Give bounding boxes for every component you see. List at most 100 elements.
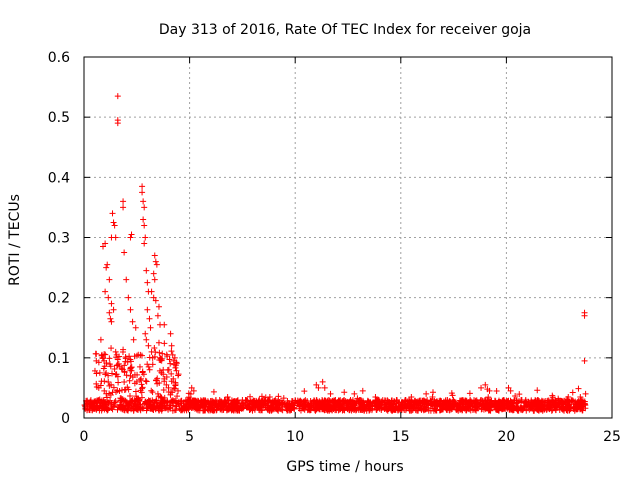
data-point-baseline [121,362,128,369]
data-point [102,240,109,247]
data-point-baseline [265,398,272,405]
data-point-baseline [321,407,328,414]
data-point-baseline [167,391,174,398]
data-point [123,276,130,283]
data-point-baseline [495,406,502,413]
data-point-baseline [568,397,575,404]
data-point [110,219,117,226]
data-point-baseline [405,397,412,404]
data-point [138,375,145,382]
y-tick-label: 0.1 [48,351,70,367]
data-point-baseline [214,403,221,410]
data-point-baseline [289,404,296,411]
data-point-baseline [270,400,277,407]
data-point-baseline [207,406,214,413]
data-point [139,189,146,196]
data-point-baseline [284,398,291,405]
data-point-baseline [168,370,175,377]
data-point-baseline [404,404,411,411]
data-point-baseline [365,404,372,411]
x-tick-label: 5 [185,429,194,445]
data-point-baseline [155,407,162,414]
data-point-baseline [408,398,415,405]
data-point-baseline [466,406,473,413]
data-point-baseline [109,406,116,413]
data-point-baseline [101,363,108,370]
data-point-baseline [335,399,342,406]
data-point-baseline [113,354,120,361]
data-point-baseline [120,346,127,353]
data-point [478,384,485,391]
data-point [146,315,153,322]
data-point-baseline [493,387,500,394]
data-point-baseline [271,406,278,413]
data-point-baseline [457,402,464,409]
data-point-baseline [129,374,136,381]
data-point-baseline [175,398,182,405]
data-point [153,261,160,268]
data-point-baseline [425,407,432,414]
data-point [108,318,115,325]
data-point-baseline [210,388,217,395]
data-point-baseline [213,403,220,410]
data-point-baseline [132,399,139,406]
data-point-baseline [114,373,121,380]
data-point-baseline [134,395,141,402]
data-point-baseline [265,407,272,414]
data-point-baseline [110,384,117,391]
data-point-baseline [163,351,170,358]
data-point-baseline [365,401,372,408]
data-point-baseline [245,402,252,409]
data-point-baseline [166,356,173,363]
data-point-baseline [172,381,179,388]
data-point [505,384,512,391]
data-point-baseline [161,340,168,347]
data-point-baseline [139,369,146,376]
data-point [351,390,358,397]
data-point [142,330,149,337]
data-point-baseline [449,392,456,399]
x-axis-label: GPS time / hours [286,459,403,475]
data-point-baseline [143,407,150,414]
data-point-baseline [173,367,180,374]
data-point-baseline [125,406,132,413]
data-point [106,276,113,283]
data-point-baseline [240,405,247,412]
data-point [188,384,195,391]
data-point [105,294,112,301]
data-point-baseline [107,363,114,370]
data-point-baseline [89,407,96,414]
data-point [125,294,132,301]
data-point-baseline [146,354,153,361]
data-point-baseline [133,352,140,359]
data-point-baseline [99,405,106,412]
data-point-baseline [378,399,385,406]
data-point-baseline [259,406,266,413]
data-point-baseline [130,407,137,414]
data-point [107,315,114,322]
data-point-baseline [428,398,435,405]
data-point-baseline [327,390,334,397]
data-point-baseline [396,406,403,413]
data-point [154,312,161,319]
data-point-baseline [491,404,498,411]
data-point-baseline [342,398,349,405]
data-point-baseline [532,400,539,407]
data-point [581,357,588,364]
data-point [129,318,136,325]
data-point [321,384,328,391]
data-point-baseline [453,403,460,410]
y-tick-label: 0.4 [48,170,70,186]
data-point-baseline [547,402,554,409]
data-point-baseline [341,389,348,396]
data-point [161,321,168,328]
data-point [112,348,119,355]
data-point-baseline [327,406,334,413]
data-point-baseline [319,399,326,406]
data-point-baseline [187,391,194,398]
data-point [142,234,149,241]
data-point-baseline [172,364,179,371]
data-point-baseline [104,407,111,414]
data-point-baseline [156,379,163,386]
data-point-baseline [150,398,157,405]
